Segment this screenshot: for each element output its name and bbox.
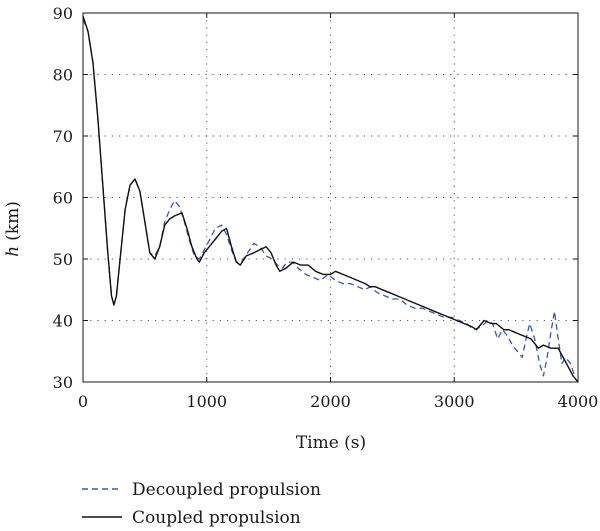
y-tick-label: 70	[53, 127, 73, 146]
series-line-decoupled	[82, 18, 577, 380]
series-line-coupled	[82, 15, 579, 383]
y-tick-label: 30	[53, 373, 73, 392]
x-axis-label: Time (s)	[296, 433, 366, 453]
tick-marks	[82, 12, 579, 383]
y-tick-label: 80	[53, 66, 73, 85]
y-axis-symbol: h	[3, 246, 23, 257]
legend-label-coupled: Coupled propulsion	[132, 508, 301, 528]
y-tick-label: 90	[53, 4, 73, 23]
y-axis-label: h (km)	[3, 201, 23, 257]
y-tick-label: 50	[53, 250, 73, 269]
x-tick-label: 3000	[434, 392, 475, 411]
x-tick-label: 2000	[310, 392, 351, 411]
y-tick-label: 60	[53, 189, 73, 208]
y-tick-label: 40	[53, 312, 73, 331]
x-tick-label: 4000	[558, 392, 599, 411]
grid	[83, 13, 578, 382]
y-tick-labels: 30 40 50 60 70 80 90	[53, 4, 73, 392]
plot-frame	[82, 12, 579, 383]
x-tick-label: 1000	[186, 392, 227, 411]
series-layer	[82, 15, 579, 383]
legend: Decoupled propulsion Coupled propulsion	[82, 480, 321, 528]
x-tick-label: 0	[78, 392, 88, 411]
legend-label-decoupled: Decoupled propulsion	[132, 480, 321, 500]
x-tick-labels: 0 1000 2000 3000 4000	[78, 392, 598, 411]
y-axis-unit: (km)	[3, 201, 23, 241]
